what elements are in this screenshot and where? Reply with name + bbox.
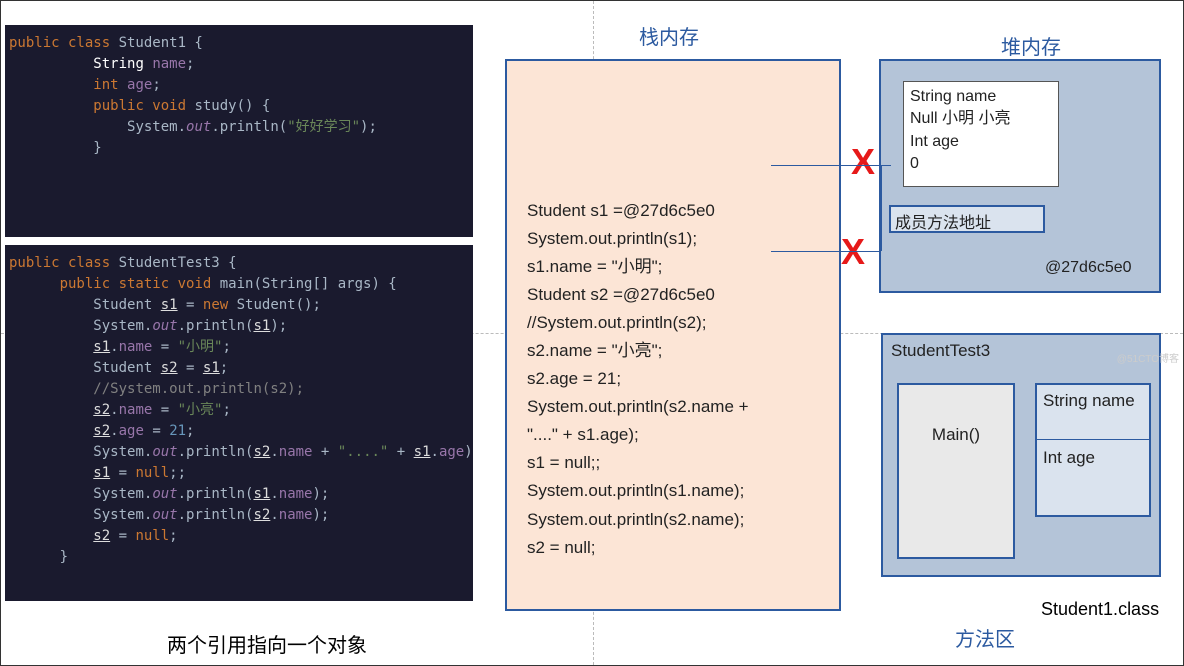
- field-string-name: String name: [1043, 391, 1143, 411]
- label-stack-memory: 栈内存: [639, 21, 699, 50]
- stack-line: s2.age = 21;: [527, 365, 825, 393]
- connector-line: [881, 165, 882, 251]
- heap-object-box: String nameNull 小明 小亮Int age0: [903, 81, 1059, 187]
- heap-field-line: 0: [910, 153, 1052, 175]
- stack-line: //System.out.println(s2);: [527, 309, 825, 337]
- caption-two-refs: 两个引用指向一个对象: [167, 629, 367, 658]
- stack-line: System.out.println(s1.name);: [527, 477, 825, 505]
- watermark: @51CTO博客: [1117, 350, 1179, 365]
- red-x-icon: X: [851, 141, 875, 183]
- heap-field-line: Null 小明 小亮: [910, 108, 1052, 130]
- stack-line: Student s2 =@27d6c5e0: [527, 281, 825, 309]
- label-heap-memory: 堆内存: [1001, 31, 1061, 60]
- label-class-file: Student1.class: [1041, 599, 1159, 620]
- stack-line: System.out.println(s2.name);: [527, 506, 825, 534]
- method-area-fields: String name Int age: [1035, 383, 1151, 517]
- stack-line: System.out.println(s1);: [527, 225, 825, 253]
- method-area-class-title: StudentTest3: [891, 341, 990, 361]
- stack-line: s2 = null;: [527, 534, 825, 562]
- code-block-test-class: public class StudentTest3 { public stati…: [5, 245, 473, 601]
- label-method-area: 方法区: [955, 623, 1015, 652]
- member-method-address-box: 成员方法地址: [889, 205, 1045, 233]
- connector-line: [771, 165, 891, 166]
- stack-line: "...." + s1.age);: [527, 421, 825, 449]
- stack-memory-box: Student s1 =@27d6c5e0System.out.println(…: [505, 59, 841, 611]
- heap-field-line: String name: [910, 86, 1052, 108]
- stack-line: Student s1 =@27d6c5e0: [527, 197, 825, 225]
- stack-line: s2.name = "小亮";: [527, 337, 825, 365]
- field-int-age: Int age: [1043, 440, 1143, 468]
- stack-line: s1 = null;;: [527, 449, 825, 477]
- stack-line: System.out.println(s2.name +: [527, 393, 825, 421]
- method-area-main: Main(): [897, 383, 1015, 559]
- red-x-icon: X: [841, 231, 865, 273]
- heap-field-line: Int age: [910, 131, 1052, 153]
- code-block-student-class: public class Student1 { String name; int…: [5, 25, 473, 237]
- heap-address-label: @27d6c5e0: [1045, 259, 1132, 277]
- stack-line: s1.name = "小明";: [527, 253, 825, 281]
- connector-line: [771, 251, 881, 252]
